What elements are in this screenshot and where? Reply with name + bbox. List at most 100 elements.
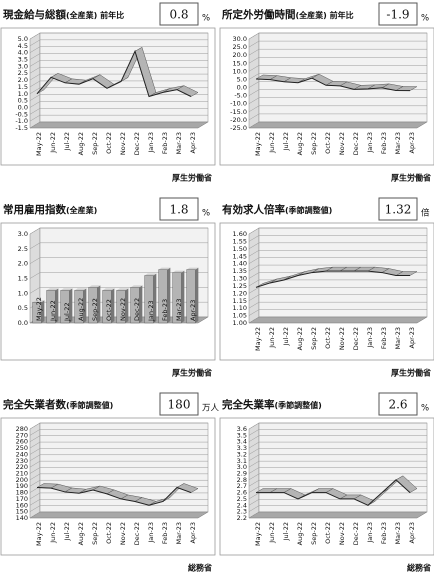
side-grid-line (248, 429, 260, 436)
y-tick-label: -10.0 (230, 100, 247, 108)
bar-side (139, 285, 143, 323)
y-tick-label: 3.3 (237, 444, 247, 452)
y-tick-label: 1.20 (233, 289, 247, 297)
y-tick-label: -15.0 (230, 108, 247, 116)
bar-top (158, 267, 171, 270)
title-sub: (全産業) (66, 205, 97, 215)
y-tick-label: 1.0 (18, 289, 28, 297)
x-tick-label: Jun-22 (49, 522, 57, 544)
x-tick-label: Dec-22 (352, 132, 360, 155)
latest-box (159, 392, 199, 416)
y-tick-label: 1.35 (233, 267, 247, 275)
x-tick-label: Sep-22 (91, 522, 99, 545)
y-tick-label: 0.5 (18, 97, 28, 105)
x-tick-label: Aug-22 (77, 132, 85, 155)
side-grid-line (29, 460, 41, 468)
data-line (256, 479, 411, 506)
y-tick-label: 2.5 (237, 495, 247, 503)
bar (116, 290, 126, 324)
latest-value: -1.9 (386, 8, 409, 22)
title-sub: (全産業) 前年比 (296, 10, 354, 20)
x-tick-label: Aug-22 (296, 522, 304, 545)
y-tick-label: 3.5 (18, 56, 28, 64)
y-tick-label: 2.0 (18, 260, 28, 268)
x-tick-label: Sep-22 (91, 132, 99, 155)
x-tick-label: Nov-22 (119, 522, 127, 545)
y-tick-label: 3.6 (237, 425, 247, 433)
bar-top (144, 273, 157, 276)
chart-panel: 完全失業率(季節調整値) 2.6 %総務省2.22.32.42.52.62.72.8… (219, 392, 434, 573)
y-tick-label: 1.5 (18, 275, 28, 283)
x-tick-label: Feb-23 (380, 132, 388, 154)
y-tick-label: 1.55 (233, 237, 247, 245)
y-tick-label: 220 (16, 463, 28, 471)
x-tick-label: Sep-22 (310, 327, 318, 350)
y-tick-label: 1.00 (233, 319, 247, 327)
x-tick-label: Oct-22 (324, 132, 332, 154)
x-tick-label: Feb-23 (161, 132, 169, 154)
plot-frame (0, 222, 216, 361)
side-grid-line (248, 65, 260, 72)
side-grid-line (248, 441, 260, 449)
floor (248, 121, 428, 129)
x-tick-label: Sep-22 (91, 298, 99, 321)
latest-unit: % (421, 404, 429, 414)
side-grid-line (248, 460, 260, 468)
x-tick-label: Mar-23 (394, 327, 402, 349)
side-grid-line (248, 294, 260, 301)
y-tick-label: 25.0 (233, 43, 247, 51)
x-tick-label: Dec-22 (133, 132, 141, 155)
side-grid-line (248, 113, 260, 121)
source: 厚生労働省 (391, 173, 431, 183)
bar-side (41, 300, 45, 323)
bar-top (130, 285, 143, 288)
side-grid-line (29, 101, 41, 108)
y-tick-label: 5.0 (237, 75, 247, 83)
title-main: 完全失業者数 (3, 398, 66, 411)
side-grid-line (29, 492, 41, 500)
side-grid-line (29, 121, 41, 129)
bar (158, 269, 168, 324)
title-main: 完全失業率 (222, 398, 275, 411)
side-grid-line (248, 227, 260, 235)
x-tick-label: Apr-23 (408, 327, 416, 348)
chart-title: 常用雇用指数(全産業) (3, 203, 97, 216)
y-tick-label: 250 (16, 444, 28, 452)
bar (88, 287, 98, 324)
x-tick-label: Jun-22 (268, 132, 276, 154)
side-grid-line (29, 60, 41, 67)
bar-side (55, 288, 59, 323)
side-grid-line (248, 89, 260, 96)
x-tick-label: Feb-23 (380, 522, 388, 544)
bar-side (181, 270, 185, 323)
y-tick-label: 15.0 (233, 59, 247, 67)
x-tick-label: Oct-22 (105, 522, 113, 544)
y-tick-label: 2.8 (237, 476, 247, 484)
x-tick-label: Jul-22 (282, 132, 290, 151)
x-tick-label: Dec-22 (352, 327, 360, 350)
side-grid-line (248, 448, 260, 455)
x-tick-label: Aug-22 (77, 298, 85, 321)
x-tick-label: Aug-22 (77, 522, 85, 545)
source: 厚生労働省 (172, 173, 212, 183)
y-tick-label: 260 (16, 438, 28, 446)
side-grid-line (29, 80, 41, 88)
plot-frame (219, 417, 434, 556)
bar-top (46, 288, 59, 291)
source: 厚生労働省 (391, 368, 431, 378)
x-tick-label: Mar-23 (175, 132, 183, 154)
side-wall (29, 32, 41, 129)
side-wall (248, 32, 260, 129)
bar (32, 301, 42, 324)
side-grid-line (29, 87, 41, 94)
side-grid-line (29, 454, 41, 462)
y-tick-label: 150 (16, 508, 28, 516)
side-grid-line (29, 505, 41, 512)
x-tick-label: Mar-23 (394, 522, 402, 544)
bar-side (195, 267, 199, 323)
y-tick-label: 3.4 (237, 438, 247, 446)
x-tick-label: Jun-22 (268, 522, 276, 544)
latest-box (378, 197, 418, 221)
side-grid-line (248, 492, 260, 500)
y-tick-label: 2.5 (18, 69, 28, 77)
